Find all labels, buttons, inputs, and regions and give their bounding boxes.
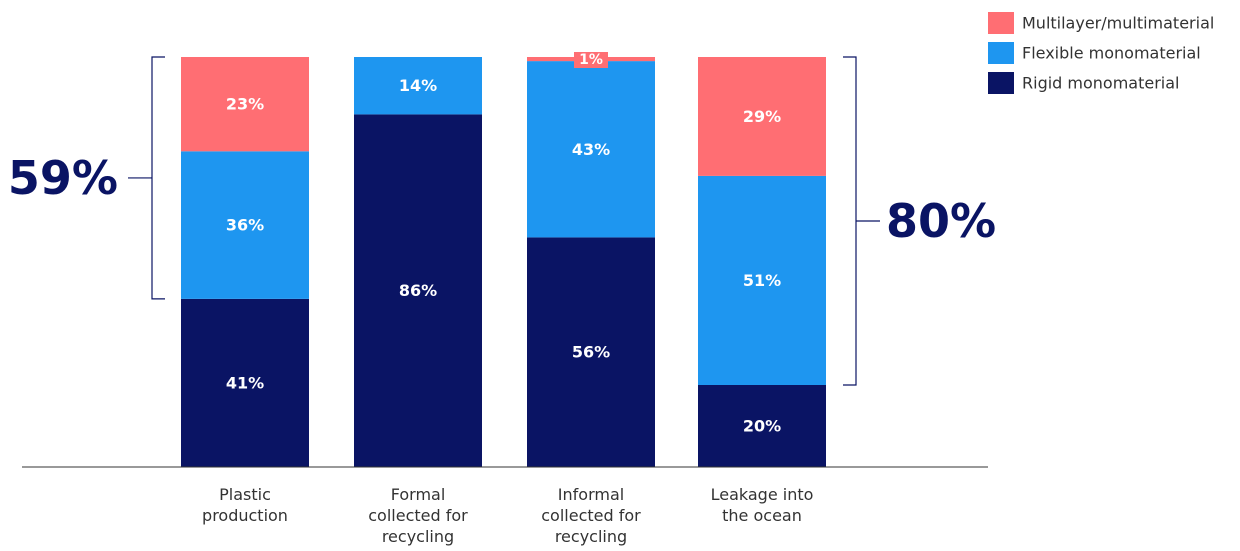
category-labels-group: Plastic production Formal collected for recy… (202, 485, 813, 546)
bar-segment-flexible-monomaterial-2 (527, 61, 655, 238)
legend-label: Rigid monomaterial (1022, 74, 1180, 93)
bracket-left (128, 56, 165, 300)
legend-label: Multilayer/multimaterial (1022, 14, 1214, 33)
bar-segment-rigid-monomaterial-2 (527, 237, 655, 467)
category-label: Formal collected for recycling (368, 485, 468, 546)
bracket-right (843, 56, 880, 386)
bracket-annotations: 59% 80% (8, 56, 996, 386)
segment-label: 86% (399, 281, 437, 300)
segment-label: 43% (572, 140, 610, 159)
legend-swatch (988, 12, 1014, 34)
bar-segment-rigid-monomaterial-3 (698, 385, 826, 467)
category-label: Informal collected for recycling (541, 485, 641, 546)
bar-segment-rigid-monomaterial-1 (354, 114, 482, 468)
segment-label: 56% (572, 343, 610, 362)
bar-segment-flexible-monomaterial-1 (354, 57, 482, 115)
segment-label-tag-2 (574, 52, 608, 68)
bar-segment-flexible-monomaterial-3 (698, 175, 826, 385)
legend: Multilayer/multimaterial Flexible monomat… (988, 12, 1214, 94)
bracket-total-right: 80% (886, 194, 996, 248)
segment-label: 29% (743, 107, 781, 126)
segment-label: 36% (226, 216, 264, 235)
category-label: Leakage into the ocean (711, 485, 814, 525)
segment-label: 20% (743, 417, 781, 436)
bracket-total-left: 59% (8, 151, 118, 205)
bar-segment-multilayer-multimaterial-0 (181, 57, 309, 152)
legend-swatch (988, 72, 1014, 94)
bars-group (181, 57, 826, 468)
bar-segment-multilayer-multimaterial-3 (698, 57, 826, 176)
legend-swatch (988, 42, 1014, 64)
segment-label: 14% (399, 76, 437, 95)
legend-label: Flexible monomaterial (1022, 44, 1201, 63)
bar-segment-rigid-monomaterial-0 (181, 298, 309, 467)
segment-labels-group: 41% 36% 23% 86% 14% 56% 43% 1% 20% 51% 29% (226, 52, 781, 436)
segment-label: 23% (226, 95, 264, 114)
category-label: Plastic production (202, 485, 288, 525)
segment-label: 1% (579, 52, 603, 68)
bar-segment-flexible-monomaterial-0 (181, 151, 309, 299)
segment-label: 51% (743, 271, 781, 290)
segment-label: 41% (226, 373, 264, 392)
